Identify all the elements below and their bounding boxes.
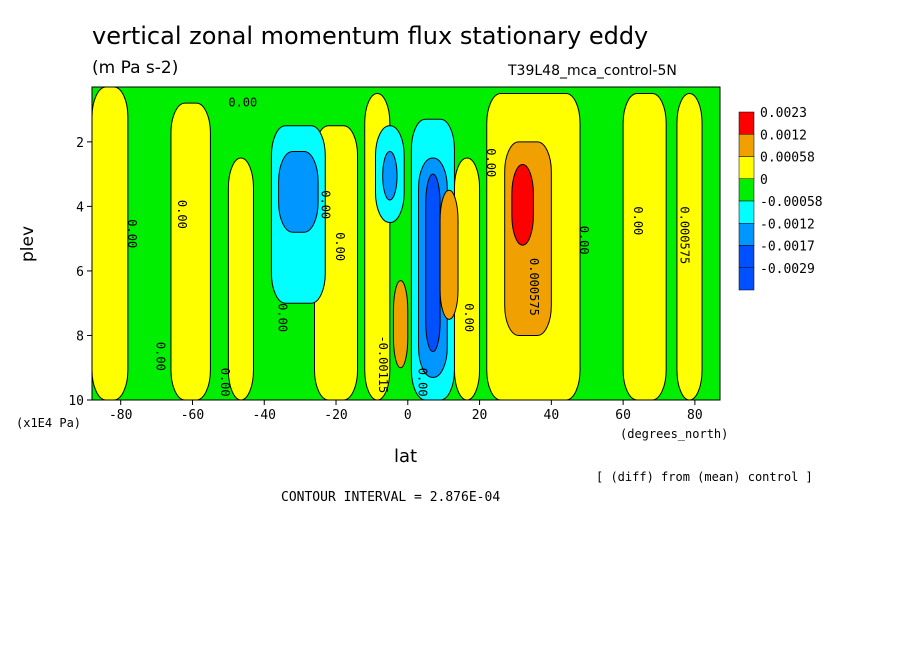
contour-label: 0.00 bbox=[276, 303, 290, 332]
field-region bbox=[227, 157, 254, 401]
field-region bbox=[382, 151, 398, 201]
x-tick-label: -40 bbox=[253, 408, 276, 423]
field-region bbox=[622, 92, 667, 401]
colorbar-swatch bbox=[738, 267, 755, 291]
y-tick-label: 4 bbox=[76, 200, 84, 215]
chart-units: (m Pa s-2) bbox=[92, 58, 179, 78]
y-tick-label: 2 bbox=[76, 136, 84, 151]
contour-interval: CONTOUR INTERVAL = 2.876E-04 bbox=[281, 490, 501, 505]
contour-label: -0.00115 bbox=[376, 335, 390, 393]
contour-label: 0.00 bbox=[154, 342, 168, 371]
x-units-label: (degrees_north) bbox=[620, 427, 729, 441]
y-tick-label: 8 bbox=[76, 329, 84, 344]
contour-label: 0.000575 bbox=[678, 206, 692, 264]
colorbar-label: 0.0023 bbox=[760, 106, 807, 121]
colorbar-swatch bbox=[738, 178, 755, 202]
x-axis-label: lat bbox=[394, 446, 418, 467]
field-region bbox=[439, 189, 459, 320]
contour-label: 0.00 bbox=[228, 95, 257, 109]
x-tick-label: -60 bbox=[181, 408, 204, 423]
y-tick-label: 10 bbox=[68, 394, 84, 409]
x-tick-label: 0 bbox=[404, 408, 412, 423]
contour-label: 0.00 bbox=[175, 200, 189, 229]
contour-label: 0.00 bbox=[462, 303, 476, 332]
contour-label: 0.00 bbox=[125, 219, 139, 248]
colorbar-label: 0.00058 bbox=[760, 151, 815, 166]
contour-label: 0.00 bbox=[416, 368, 430, 397]
colorbar-swatch bbox=[738, 223, 755, 246]
plot-frame bbox=[91, 86, 721, 401]
field-region bbox=[425, 173, 441, 353]
colorbar-swatch bbox=[738, 200, 755, 224]
field-region bbox=[278, 151, 319, 233]
colorbar-swatch bbox=[738, 245, 755, 268]
field-region bbox=[392, 280, 409, 369]
colorbar-swatch bbox=[738, 156, 755, 179]
chart-title: vertical zonal momentum flux stationary … bbox=[92, 22, 649, 50]
colorbar-label: 0.0012 bbox=[760, 128, 807, 143]
colorbar-label: -0.0017 bbox=[760, 240, 815, 255]
y-tick-label: 6 bbox=[76, 265, 84, 280]
colorbar-swatch bbox=[738, 111, 755, 135]
contour-label: 0.00 bbox=[319, 190, 333, 219]
contour-label: 0.000575 bbox=[527, 258, 541, 316]
contour-label: 0.00 bbox=[484, 148, 498, 177]
colorbar-label: 0 bbox=[760, 173, 768, 188]
x-tick-label: -20 bbox=[324, 408, 347, 423]
diff-note: [ (diff) from (mean) control ] bbox=[596, 470, 813, 484]
run-label: T39L48_mca_control-5N bbox=[508, 63, 677, 79]
contour-label: 0.00 bbox=[218, 368, 232, 397]
colorbar-label: -0.0029 bbox=[760, 262, 815, 277]
x-tick-label: 40 bbox=[544, 408, 560, 423]
colorbar-swatch bbox=[738, 134, 755, 157]
x-tick-label: 80 bbox=[687, 408, 703, 423]
contour-label: 0.00 bbox=[333, 232, 347, 261]
field-region bbox=[170, 102, 211, 401]
x-tick-label: -80 bbox=[109, 408, 132, 423]
colorbar-label: -0.00058 bbox=[760, 195, 823, 210]
field-region bbox=[91, 86, 129, 401]
x-tick-label: 20 bbox=[472, 408, 488, 423]
field-region bbox=[511, 163, 534, 246]
contour-label: 0.00 bbox=[577, 226, 591, 255]
x-tick-label: 60 bbox=[615, 408, 631, 423]
colorbar-label: -0.0012 bbox=[760, 217, 815, 232]
y-units-label: (x1E4 Pa) bbox=[16, 416, 82, 430]
contour-label: 0.00 bbox=[631, 206, 645, 235]
